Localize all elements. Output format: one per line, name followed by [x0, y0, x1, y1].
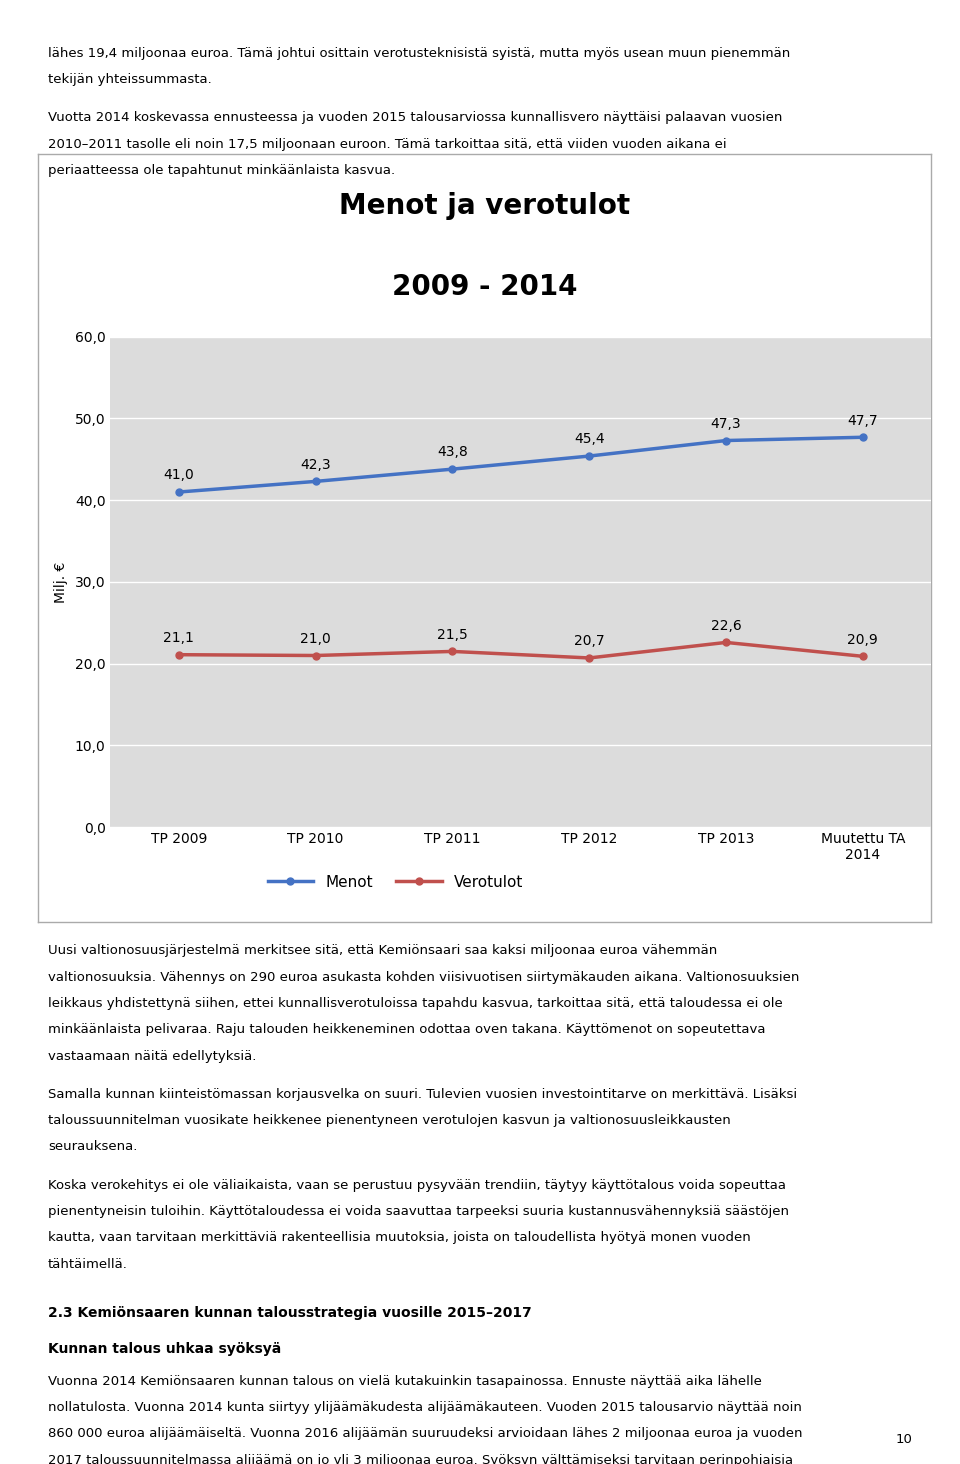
Text: pienentyneisin tuloihin. Käyttötaloudessa ei voida saavuttaa tarpeeksi suuria ku: pienentyneisin tuloihin. Käyttötaloudess…	[48, 1205, 789, 1218]
Text: minkäänlaista pelivaraa. Raju talouden heikkeneminen odottaa oven takana. Käyttö: minkäänlaista pelivaraa. Raju talouden h…	[48, 1023, 765, 1037]
Text: lähes 19,4 miljoonaa euroa. Tämä johtui osittain verotusteknisistä syistä, mutta: lähes 19,4 miljoonaa euroa. Tämä johtui …	[48, 47, 790, 60]
Text: 43,8: 43,8	[437, 445, 468, 460]
Text: 22,6: 22,6	[710, 619, 741, 632]
Text: 2017 taloussuunnitelmassa alijäämä on jo yli 3 miljoonaa euroa. Syöksyn välttämi: 2017 taloussuunnitelmassa alijäämä on jo…	[48, 1454, 793, 1464]
Text: 2010–2011 tasolle eli noin 17,5 miljoonaan euroon. Tämä tarkoittaa sitä, että vi: 2010–2011 tasolle eli noin 17,5 miljoona…	[48, 138, 727, 151]
Text: seurauksena.: seurauksena.	[48, 1140, 137, 1154]
Text: valtionosuuksia. Vähennys on 290 euroa asukasta kohden viisivuotisen siirtymäkau: valtionosuuksia. Vähennys on 290 euroa a…	[48, 971, 800, 984]
Text: Kunnan talous uhkaa syöksyä: Kunnan talous uhkaa syöksyä	[48, 1342, 281, 1357]
Text: Koska verokehitys ei ole väliaikaista, vaan se perustuu pysyvään trendiin, täyty: Koska verokehitys ei ole väliaikaista, v…	[48, 1179, 786, 1192]
Text: tähtäimellä.: tähtäimellä.	[48, 1258, 128, 1271]
Text: 47,3: 47,3	[710, 417, 741, 430]
Text: 2.3 Kemiönsaaren kunnan talousstrategia vuosille 2015–2017: 2.3 Kemiönsaaren kunnan talousstrategia …	[48, 1306, 532, 1321]
Text: 10: 10	[895, 1433, 912, 1446]
Text: periaatteessa ole tapahtunut minkäänlaista kasvua.: periaatteessa ole tapahtunut minkäänlais…	[48, 164, 396, 177]
Text: 21,1: 21,1	[163, 631, 194, 646]
Text: vastaamaan näitä edellytyksiä.: vastaamaan näitä edellytyksiä.	[48, 1050, 256, 1063]
Text: Menot ja verotulot: Menot ja verotulot	[339, 192, 631, 220]
Text: 41,0: 41,0	[163, 468, 194, 482]
Text: 21,5: 21,5	[437, 628, 468, 641]
Text: Vuotta 2014 koskevassa ennusteessa ja vuoden 2015 talousarviossa kunnallisvero n: Vuotta 2014 koskevassa ennusteessa ja vu…	[48, 111, 782, 124]
Text: 20,9: 20,9	[848, 632, 878, 647]
Text: nollatulosta. Vuonna 2014 kunta siirtyy ylijäämäkudesta alijäämäkauteen. Vuoden : nollatulosta. Vuonna 2014 kunta siirtyy …	[48, 1401, 802, 1414]
Text: 45,4: 45,4	[574, 432, 605, 447]
Text: 2009 - 2014: 2009 - 2014	[392, 272, 578, 300]
Y-axis label: Milj. €: Milj. €	[54, 561, 68, 603]
Text: Samalla kunnan kiinteistömassan korjausvelka on suuri. Tulevien vuosien investoi: Samalla kunnan kiinteistömassan korjausv…	[48, 1088, 797, 1101]
Text: Uusi valtionosuusjärjestelmä merkitsee sitä, että Kemiönsaari saa kaksi miljoona: Uusi valtionosuusjärjestelmä merkitsee s…	[48, 944, 717, 957]
Text: leikkaus yhdistettynä siihen, ettei kunnallisverotuloissa tapahdu kasvua, tarkoi: leikkaus yhdistettynä siihen, ettei kunn…	[48, 997, 782, 1010]
Text: taloussuunnitelman vuosikate heikkenee pienentyneen verotulojen kasvun ja valtio: taloussuunnitelman vuosikate heikkenee p…	[48, 1114, 731, 1127]
Text: 21,0: 21,0	[300, 632, 331, 646]
Legend: Menot, Verotulot: Menot, Verotulot	[261, 870, 530, 896]
Text: 47,7: 47,7	[848, 413, 878, 427]
Text: 20,7: 20,7	[574, 634, 605, 649]
Text: kautta, vaan tarvitaan merkittäviä rakenteellisia muutoksia, joista on taloudell: kautta, vaan tarvitaan merkittäviä raken…	[48, 1231, 751, 1244]
Text: 42,3: 42,3	[300, 458, 331, 471]
Text: tekijän yhteissummasta.: tekijän yhteissummasta.	[48, 73, 212, 86]
Text: 860 000 euroa alijäämäiseltä. Vuonna 2016 alijäämän suuruudeksi arvioidaan lähes: 860 000 euroa alijäämäiseltä. Vuonna 201…	[48, 1427, 803, 1441]
Text: Vuonna 2014 Kemiönsaaren kunnan talous on vielä kutakuinkin tasapainossa. Ennust: Vuonna 2014 Kemiönsaaren kunnan talous o…	[48, 1375, 762, 1388]
